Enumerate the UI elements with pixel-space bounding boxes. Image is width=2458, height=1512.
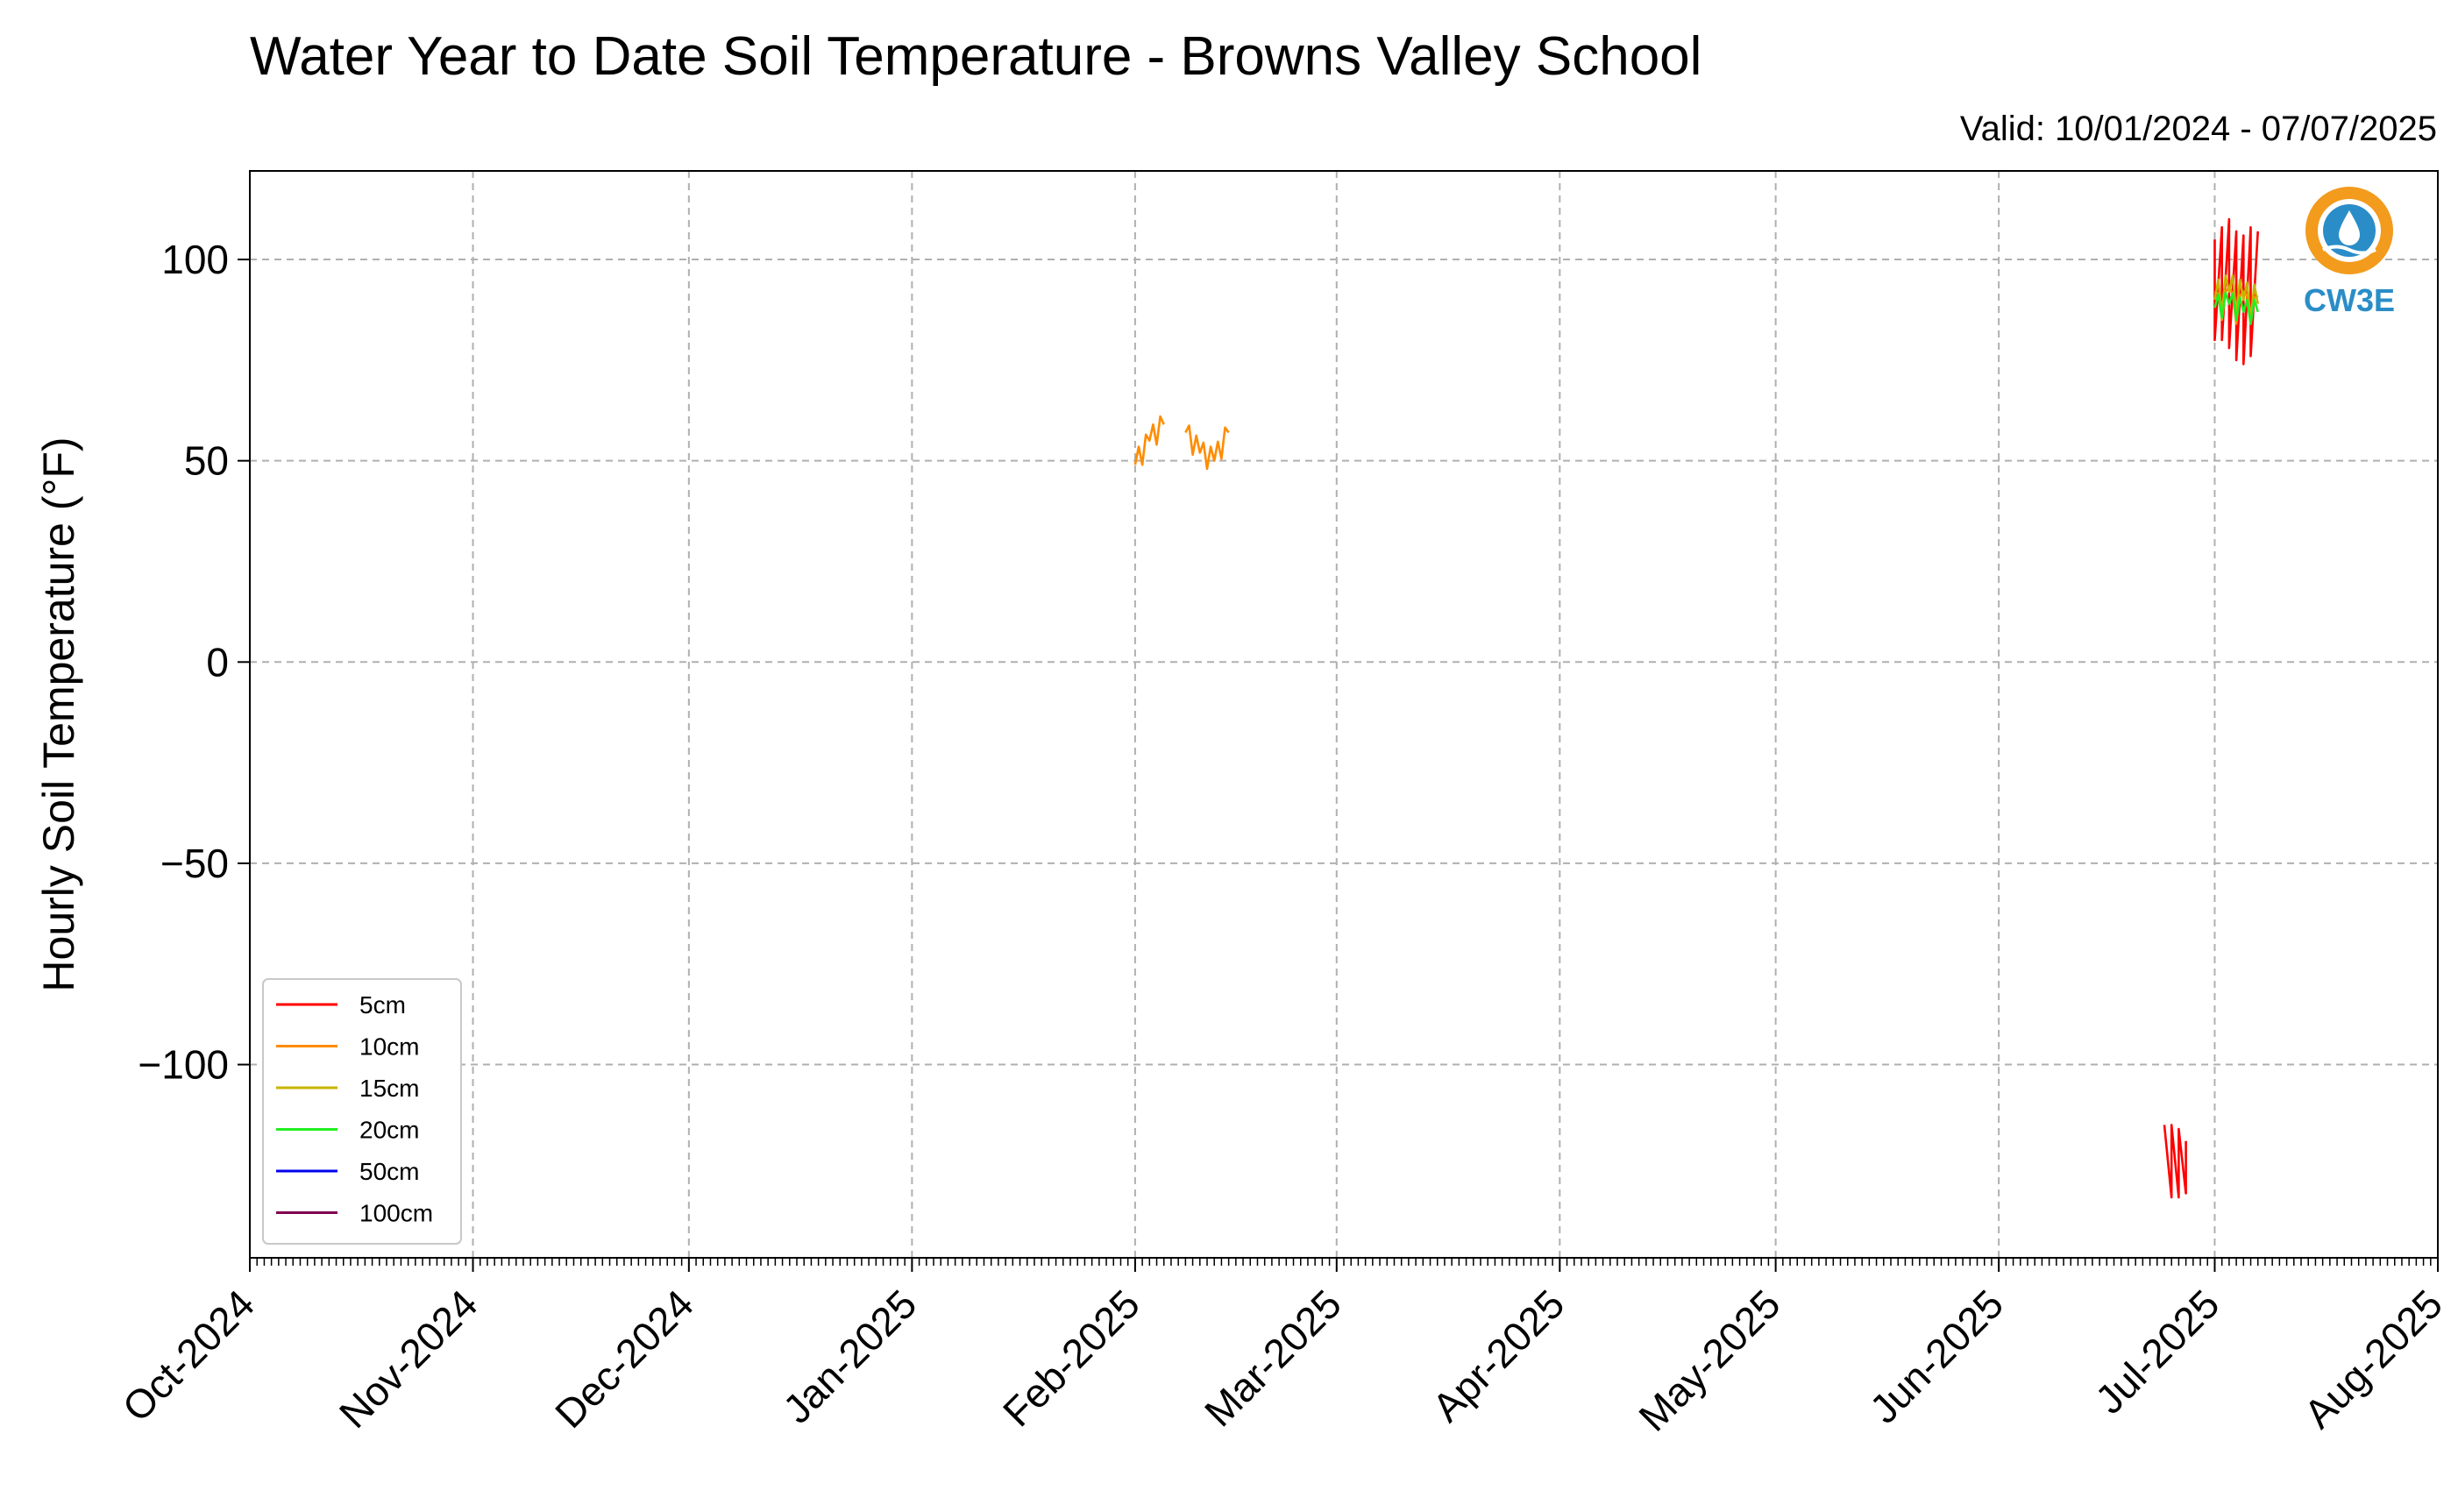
series-lines (1133, 217, 2259, 1199)
y-tick-label: 0 (206, 639, 229, 685)
chart-title: Water Year to Date Soil Temperature - Br… (250, 26, 1701, 87)
grid-lines (250, 171, 2438, 1258)
legend-label: 5cm (359, 991, 406, 1019)
y-axis-label: Hourly Soil Temperature (°F) (34, 437, 83, 991)
y-tick-label: −100 (138, 1042, 229, 1088)
y-tick-label: 100 (161, 237, 229, 282)
series-line-5cm (2213, 217, 2259, 366)
series-line-10cm (1184, 424, 1230, 471)
series-line-10cm (1133, 415, 1165, 466)
series-line-20cm (2213, 291, 2259, 325)
legend-label: 50cm (359, 1158, 419, 1185)
water-drop-icon (2339, 210, 2360, 245)
y-axis-ticks: 100 50 0 −50 −100 (138, 237, 250, 1088)
legend-label: 20cm (359, 1117, 419, 1144)
series-line-5cm (2163, 1124, 2187, 1199)
y-tick-label: 50 (184, 438, 229, 484)
logo-text: CW3E (2304, 282, 2395, 318)
legend-label: 100cm (359, 1200, 433, 1227)
chart-subtitle: Valid: 10/01/2024 - 07/07/2025 (1960, 110, 2437, 148)
legend-label: 10cm (359, 1033, 419, 1061)
cw3e-logo: CW3E (2304, 187, 2395, 318)
y-tick-label: −50 (160, 841, 229, 886)
legend-label: 15cm (359, 1075, 419, 1102)
legend: 5cm 10cm 15cm 20cm 50cm 100cm (262, 978, 462, 1245)
